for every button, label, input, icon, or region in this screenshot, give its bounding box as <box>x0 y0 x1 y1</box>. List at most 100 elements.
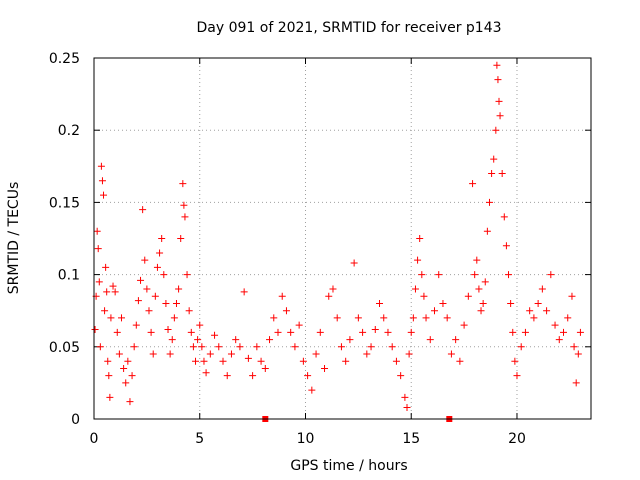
data-point <box>392 357 400 365</box>
data-point <box>98 177 106 185</box>
x-tick-label: 0 <box>90 431 99 447</box>
data-point <box>120 364 128 372</box>
x-tick-label: 5 <box>195 431 204 447</box>
data-point <box>132 321 140 329</box>
data-point <box>483 227 491 235</box>
data-point <box>568 292 576 300</box>
data-point <box>490 155 498 163</box>
y-tick-label: 0.1 <box>58 268 80 284</box>
data-point <box>464 292 472 300</box>
data-point <box>158 235 166 242</box>
data-point <box>105 372 113 380</box>
data-point <box>452 336 460 344</box>
data-point <box>477 307 485 315</box>
data-point <box>308 386 316 394</box>
data-point <box>295 321 303 329</box>
data-point <box>507 299 515 307</box>
data-point <box>495 97 503 105</box>
data-point <box>511 357 519 365</box>
y-tick-label: 0.15 <box>49 195 80 211</box>
data-point <box>223 372 231 380</box>
data-point <box>104 357 112 365</box>
data-points <box>91 61 584 411</box>
data-point <box>551 321 559 329</box>
data-point <box>126 398 134 406</box>
data-point <box>106 393 114 401</box>
data-point <box>460 321 468 329</box>
data-point <box>475 285 483 293</box>
data-point <box>139 206 147 214</box>
data-point <box>494 76 502 84</box>
grid-lines <box>94 58 591 419</box>
data-point <box>249 372 257 380</box>
y-tick-label: 0.25 <box>49 51 80 67</box>
data-point <box>261 364 269 372</box>
data-point <box>181 213 189 221</box>
data-point <box>435 271 443 279</box>
data-point <box>180 201 188 209</box>
data-point <box>359 328 367 336</box>
data-point <box>473 256 481 264</box>
data-point <box>101 307 109 315</box>
data-point <box>202 369 210 377</box>
data-point <box>411 285 419 293</box>
data-point <box>145 307 153 315</box>
data-point <box>211 331 219 339</box>
data-point <box>96 343 104 351</box>
data-point <box>196 321 204 329</box>
data-point <box>189 343 197 351</box>
data-point <box>443 314 451 322</box>
data-point <box>103 288 111 296</box>
data-point <box>414 256 422 264</box>
data-point <box>107 314 115 322</box>
data-point <box>350 259 358 267</box>
data-point <box>337 343 345 351</box>
data-point <box>113 328 121 336</box>
data-point <box>270 314 278 322</box>
data-point <box>299 357 307 365</box>
axis-ticks: 0 0.05 0.1 0.15 0.2 0.25 0 5 10 15 20 <box>49 51 591 447</box>
x-tick-label: 15 <box>402 431 420 447</box>
data-point <box>492 126 500 134</box>
data-point <box>493 61 501 69</box>
data-point <box>420 292 428 300</box>
data-point <box>200 357 208 365</box>
data-point <box>206 350 214 358</box>
data-point <box>172 299 180 307</box>
data-point <box>170 314 178 322</box>
x-tick-label: 10 <box>297 431 315 447</box>
data-point <box>538 285 546 293</box>
data-point <box>576 328 584 336</box>
data-point <box>574 350 582 358</box>
data-point <box>560 328 568 336</box>
data-point <box>329 285 337 293</box>
data-point <box>509 328 517 336</box>
data-point <box>397 372 405 380</box>
data-point <box>91 325 99 333</box>
data-point <box>95 278 103 286</box>
data-point <box>151 292 159 300</box>
data-point <box>376 299 384 307</box>
data-point <box>416 235 424 242</box>
data-point <box>430 307 438 315</box>
data-point <box>115 350 123 358</box>
chart-title: Day 091 of 2021, SRMTID for receiver p14… <box>196 20 501 36</box>
data-point <box>282 307 290 315</box>
data-point <box>422 314 430 322</box>
data-point <box>502 242 510 250</box>
data-point <box>333 314 341 322</box>
data-point <box>384 328 392 336</box>
data-point <box>469 180 477 188</box>
data-point <box>526 307 534 315</box>
data-point <box>547 271 555 279</box>
data-point <box>316 328 324 336</box>
data-point <box>149 350 157 358</box>
data-point <box>257 357 265 365</box>
data-point <box>534 299 542 307</box>
data-point <box>407 328 415 336</box>
data-point <box>505 271 513 279</box>
data-point <box>194 336 202 344</box>
data-point <box>166 350 174 358</box>
data-point <box>401 393 409 401</box>
data-point <box>141 256 149 264</box>
